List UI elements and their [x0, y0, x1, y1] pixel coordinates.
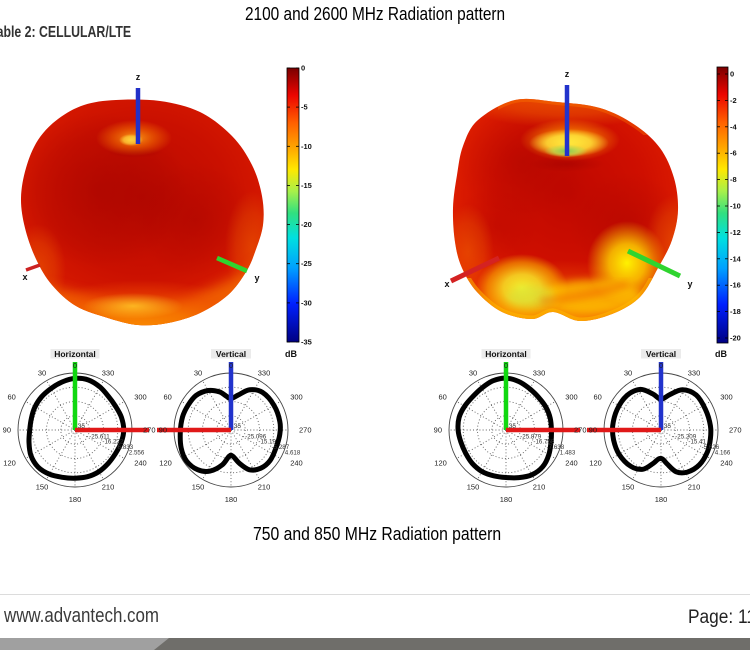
- svg-text:210: 210: [688, 483, 701, 492]
- svg-text:4.618: 4.618: [285, 449, 301, 456]
- svg-text:-6: -6: [730, 149, 737, 158]
- svg-text:-5: -5: [301, 103, 308, 112]
- svg-text:180: 180: [69, 495, 82, 504]
- svg-text:210: 210: [102, 483, 115, 492]
- svg-text:-8: -8: [730, 175, 737, 184]
- svg-text:-18: -18: [730, 307, 741, 316]
- svg-text:270: 270: [574, 426, 587, 435]
- svg-text:0: 0: [301, 64, 305, 73]
- svg-text:30: 30: [38, 368, 46, 377]
- svg-text:90: 90: [434, 426, 442, 435]
- svg-text:240: 240: [720, 459, 733, 468]
- svg-text:4.166: 4.166: [715, 449, 731, 456]
- svg-text:-25.611: -25.611: [89, 433, 110, 440]
- svg-text:300: 300: [720, 393, 733, 402]
- svg-text:240: 240: [134, 459, 147, 468]
- svg-text:-16: -16: [730, 281, 741, 290]
- svg-text:60: 60: [593, 393, 601, 402]
- svg-text:35: 35: [509, 423, 516, 430]
- svg-text:Vertical: Vertical: [646, 349, 676, 359]
- svg-text:35: 35: [234, 423, 241, 430]
- svg-text:180: 180: [500, 495, 513, 504]
- svg-text:-12: -12: [730, 228, 741, 237]
- svg-text:270: 270: [143, 426, 156, 435]
- svg-text:-25.209: -25.209: [675, 433, 697, 440]
- svg-text:0: 0: [73, 361, 77, 370]
- svg-text:Horizontal: Horizontal: [485, 349, 527, 359]
- svg-text:90: 90: [159, 426, 167, 435]
- svg-text:-20: -20: [730, 334, 741, 343]
- svg-text:dB: dB: [715, 349, 727, 359]
- svg-text:-4: -4: [730, 122, 737, 131]
- svg-text:120: 120: [434, 459, 447, 468]
- svg-text:150: 150: [36, 483, 49, 492]
- svg-text:0: 0: [730, 70, 734, 79]
- svg-text:30: 30: [624, 368, 632, 377]
- svg-text:y: y: [254, 273, 259, 283]
- svg-text:x: x: [22, 272, 27, 282]
- svg-text:-20: -20: [301, 220, 312, 229]
- svg-text:-25.879: -25.879: [520, 433, 542, 440]
- svg-text:35: 35: [664, 423, 671, 430]
- svg-text:60: 60: [163, 393, 171, 402]
- svg-text:330: 330: [102, 368, 115, 377]
- svg-text:270: 270: [299, 426, 312, 435]
- svg-text:-10: -10: [730, 202, 741, 211]
- svg-text:120: 120: [3, 459, 16, 468]
- svg-text:90: 90: [3, 426, 11, 435]
- svg-text:300: 300: [290, 393, 303, 402]
- svg-text:180: 180: [225, 495, 238, 504]
- svg-text:-16.222: -16.222: [102, 439, 124, 446]
- svg-text:35: 35: [78, 423, 85, 430]
- svg-text:150: 150: [467, 483, 480, 492]
- svg-text:y: y: [687, 279, 692, 289]
- svg-text:-2: -2: [730, 96, 737, 105]
- svg-text:30: 30: [469, 368, 477, 377]
- svg-text:150: 150: [622, 483, 635, 492]
- svg-text:30: 30: [194, 368, 202, 377]
- svg-text:-6.833: -6.833: [116, 444, 134, 451]
- svg-text:180: 180: [655, 495, 668, 504]
- svg-text:210: 210: [533, 483, 546, 492]
- svg-text:90: 90: [589, 426, 597, 435]
- svg-text:-25.096: -25.096: [245, 433, 267, 440]
- svg-text:-7.638: -7.638: [547, 444, 565, 451]
- svg-text:-25: -25: [301, 259, 312, 268]
- svg-text:-15.19: -15.19: [258, 439, 276, 446]
- svg-text:2.556: 2.556: [129, 449, 145, 456]
- svg-text:dB: dB: [285, 349, 297, 359]
- svg-text:1.483: 1.483: [560, 449, 576, 456]
- svg-text:300: 300: [565, 393, 578, 402]
- svg-text:150: 150: [192, 483, 205, 492]
- svg-text:z: z: [136, 72, 141, 82]
- svg-text:330: 330: [688, 368, 701, 377]
- svg-text:0: 0: [504, 361, 508, 370]
- svg-text:-16.758: -16.758: [533, 439, 555, 446]
- svg-text:60: 60: [438, 393, 446, 402]
- svg-text:210: 210: [258, 483, 271, 492]
- svg-text:Vertical: Vertical: [216, 349, 246, 359]
- svg-text:x: x: [444, 279, 449, 289]
- svg-text:-14: -14: [730, 254, 742, 263]
- svg-text:240: 240: [290, 459, 303, 468]
- svg-text:-35: -35: [301, 338, 312, 347]
- svg-text:0: 0: [659, 361, 663, 370]
- svg-text:270: 270: [729, 426, 742, 435]
- svg-text:240: 240: [565, 459, 578, 468]
- svg-text:-10: -10: [301, 142, 312, 151]
- svg-text:120: 120: [589, 459, 602, 468]
- svg-text:330: 330: [533, 368, 546, 377]
- svg-text:-30: -30: [301, 298, 312, 307]
- svg-text:Horizontal: Horizontal: [54, 349, 96, 359]
- svg-text:-15.41: -15.41: [688, 439, 706, 446]
- svg-text:0: 0: [229, 361, 233, 370]
- svg-text:-5.287: -5.287: [272, 444, 290, 451]
- svg-text:z: z: [565, 69, 570, 79]
- svg-text:120: 120: [159, 459, 172, 468]
- svg-text:60: 60: [7, 393, 15, 402]
- svg-text:330: 330: [258, 368, 271, 377]
- svg-text:-5.626: -5.626: [702, 444, 720, 451]
- svg-text:300: 300: [134, 393, 147, 402]
- svg-text:-15: -15: [301, 181, 312, 190]
